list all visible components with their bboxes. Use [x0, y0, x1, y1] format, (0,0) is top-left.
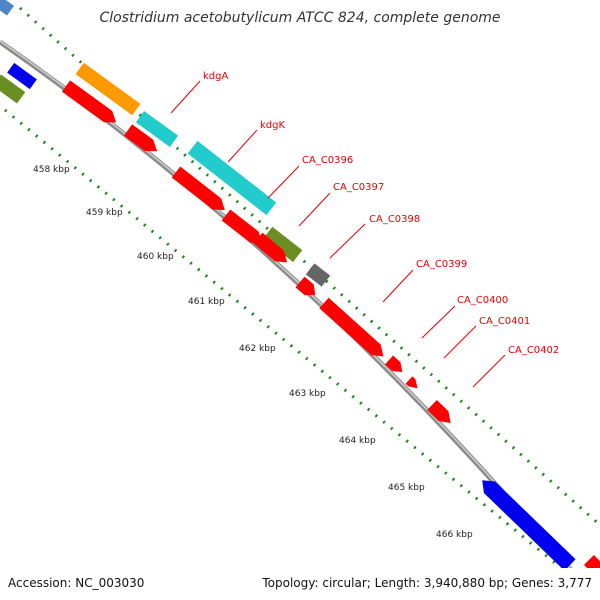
cds-arrow-CA_C0396[interactable] — [171, 166, 229, 215]
map-title: Clostridium acetobutylicum ATCC 824, com… — [99, 10, 500, 26]
topology-text: Topology: circular; Length: 3,940,880 bp… — [261, 576, 592, 590]
gene-label[interactable]: CA_C0398 — [369, 214, 420, 225]
feature-olive-edge[interactable] — [0, 74, 26, 104]
feature-blue-small[interactable] — [7, 62, 37, 90]
feature-track — [0, 0, 600, 580]
feature-red-edge[interactable] — [583, 554, 600, 580]
gene-label[interactable]: CA_C0399 — [416, 259, 467, 270]
feature-blue-arrow[interactable] — [477, 474, 576, 571]
gene-label[interactable]: CA_C0397 — [333, 182, 384, 193]
feature-olive[interactable] — [263, 226, 303, 263]
scale-label: 461 kbp — [188, 297, 225, 307]
footer-bg — [0, 568, 600, 600]
gene-label[interactable]: CA_C0396 — [302, 155, 353, 166]
feature-cyan-1[interactable] — [135, 110, 179, 148]
cds-arrow-CA_C0398[interactable] — [253, 232, 292, 268]
gene-label[interactable]: kdgA — [203, 71, 228, 82]
scale-label: 460 kbp — [137, 252, 174, 262]
accession-text: Accession: NC_003030 — [8, 576, 144, 590]
scale-label: 462 kbp — [239, 344, 276, 354]
cds-arrow-CA_C0399a[interactable] — [295, 276, 320, 301]
scale-label: 458 kbp — [33, 165, 70, 175]
feature-orange[interactable] — [75, 62, 141, 116]
cds-arrow-CA_C0402[interactable] — [427, 399, 455, 428]
cds-arrow-CA_C0397[interactable] — [221, 209, 267, 248]
scale-label: 463 kbp — [289, 389, 326, 399]
feature-cyan-2[interactable] — [187, 140, 277, 216]
cds-arrow-CA_C0401[interactable] — [405, 376, 422, 392]
scale-label: 466 kbp — [436, 530, 473, 540]
cds-arrow-CA_C0399[interactable] — [319, 297, 388, 362]
cds-arrow-CA_C0400[interactable] — [384, 355, 406, 377]
gene-label[interactable]: kdgK — [260, 120, 285, 131]
label-leaders — [170, 80, 506, 388]
gene-label[interactable]: CA_C0401 — [479, 316, 530, 327]
cds-arrow-kdgK[interactable] — [123, 124, 161, 156]
gene-labels: kdgA kdgK CA_C0396 CA_C0397 CA_C0398 CA_… — [203, 71, 559, 356]
gene-label[interactable]: CA_C0400 — [457, 295, 508, 306]
scale-labels: 458 kbp 459 kbp 460 kbp 461 kbp 462 kbp … — [33, 165, 473, 540]
cds-arrow-kdgA[interactable] — [61, 80, 120, 128]
gene-label[interactable]: CA_C0402 — [508, 345, 559, 356]
feature-gray[interactable] — [305, 263, 331, 287]
feature-blue-edge[interactable] — [0, 0, 14, 16]
scale-label: 465 kbp — [388, 483, 425, 493]
scale-label: 464 kbp — [339, 436, 376, 446]
scale-label: 459 kbp — [86, 208, 123, 218]
